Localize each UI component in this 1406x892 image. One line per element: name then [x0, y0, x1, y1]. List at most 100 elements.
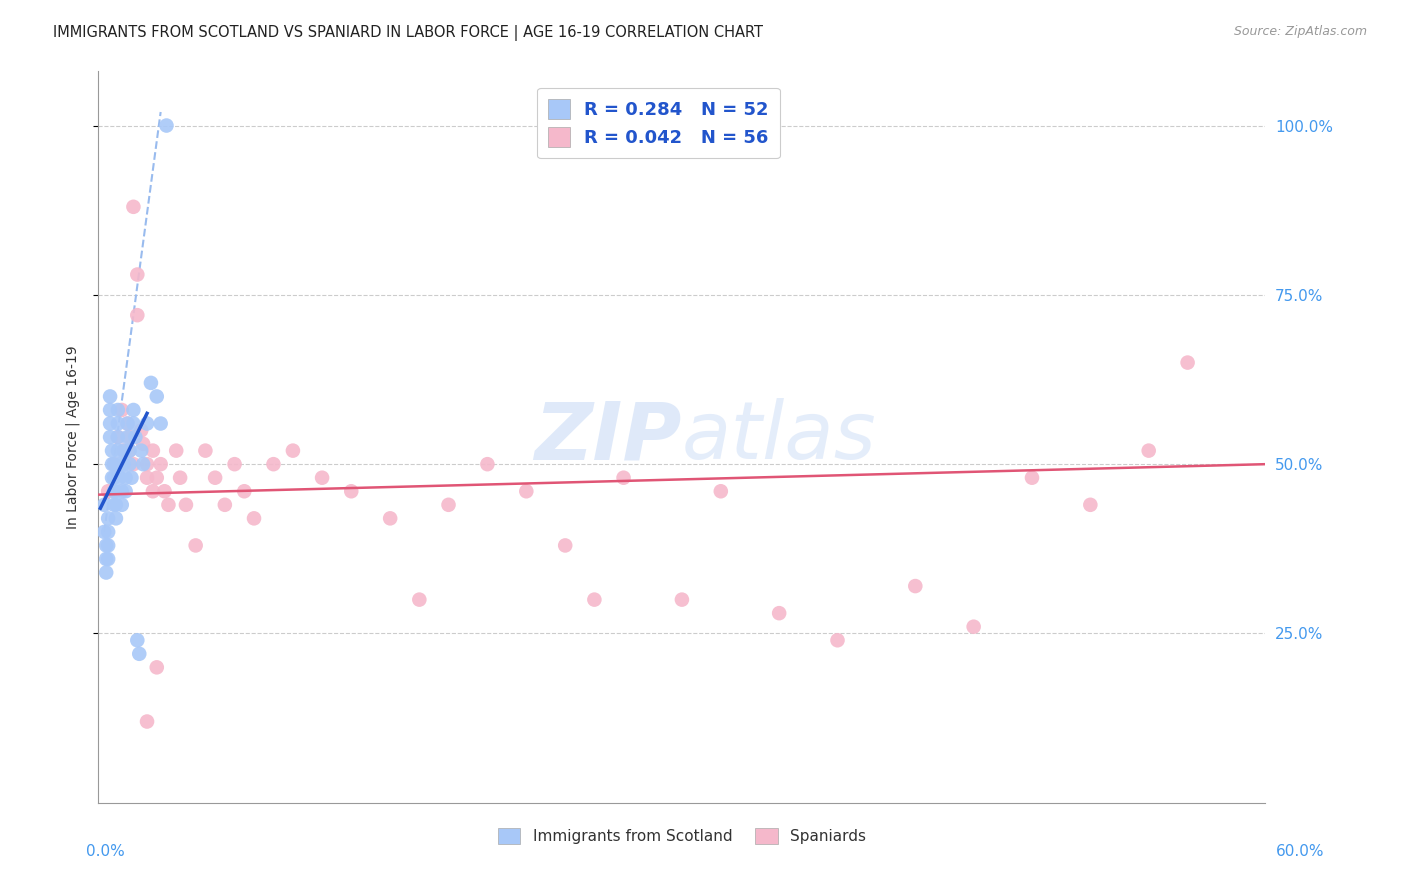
Point	[103, 457, 125, 471]
Point	[437, 498, 460, 512]
Point	[146, 660, 169, 674]
Point	[93, 524, 115, 539]
Point	[97, 511, 120, 525]
Point	[111, 498, 134, 512]
Point	[262, 457, 284, 471]
Legend: Immigrants from Scotland, Spaniards: Immigrants from Scotland, Spaniards	[491, 822, 873, 850]
Point	[112, 457, 135, 471]
Point	[155, 119, 177, 133]
Point	[127, 633, 149, 648]
Text: IMMIGRANTS FROM SCOTLAND VS SPANIARD IN LABOR FORCE | AGE 16-19 CORRELATION CHAR: IMMIGRANTS FROM SCOTLAND VS SPANIARD IN …	[53, 25, 763, 41]
Point	[174, 498, 197, 512]
Point	[112, 443, 135, 458]
Point	[184, 538, 207, 552]
Point	[121, 471, 143, 485]
Point	[671, 592, 693, 607]
Point	[157, 498, 180, 512]
Point	[340, 484, 363, 499]
Point	[127, 268, 149, 282]
Text: 60.0%: 60.0%	[1277, 845, 1324, 859]
Point	[149, 457, 172, 471]
Point	[204, 471, 226, 485]
Point	[515, 484, 537, 499]
Point	[124, 430, 146, 444]
Point	[97, 538, 120, 552]
Point	[243, 511, 266, 525]
Point	[101, 471, 124, 485]
Y-axis label: In Labor Force | Age 16-19: In Labor Force | Age 16-19	[66, 345, 80, 529]
Point	[554, 538, 576, 552]
Text: atlas: atlas	[682, 398, 877, 476]
Point	[380, 511, 402, 525]
Point	[107, 430, 129, 444]
Point	[224, 457, 246, 471]
Point	[146, 389, 169, 403]
Point	[118, 457, 141, 471]
Point	[96, 552, 118, 566]
Point	[1021, 471, 1043, 485]
Point	[136, 457, 159, 471]
Point	[129, 423, 152, 437]
Point	[583, 592, 606, 607]
Point	[1080, 498, 1102, 512]
Point	[142, 484, 165, 499]
Point	[117, 417, 139, 431]
Point	[112, 443, 135, 458]
Point	[101, 443, 124, 458]
Point	[114, 484, 136, 499]
Point	[98, 403, 121, 417]
Text: Source: ZipAtlas.com: Source: ZipAtlas.com	[1233, 25, 1367, 38]
Point	[1137, 443, 1160, 458]
Point	[142, 443, 165, 458]
Point	[136, 471, 159, 485]
Point	[127, 308, 149, 322]
Point	[136, 417, 159, 431]
Point	[613, 471, 636, 485]
Point	[108, 457, 131, 471]
Point	[114, 471, 136, 485]
Point	[311, 471, 333, 485]
Point	[97, 552, 120, 566]
Point	[477, 457, 499, 471]
Point	[122, 403, 145, 417]
Point	[129, 443, 152, 458]
Point	[118, 443, 141, 458]
Point	[104, 498, 127, 512]
Point	[118, 430, 141, 444]
Point	[118, 443, 141, 458]
Point	[103, 498, 125, 512]
Point	[107, 430, 129, 444]
Point	[103, 471, 125, 485]
Point	[169, 471, 191, 485]
Point	[827, 633, 849, 648]
Point	[97, 524, 120, 539]
Point	[214, 498, 236, 512]
Point	[97, 484, 120, 499]
Point	[98, 430, 121, 444]
Point	[96, 566, 118, 580]
Point	[408, 592, 430, 607]
Point	[108, 471, 131, 485]
Point	[149, 417, 172, 431]
Point	[107, 443, 129, 458]
Point	[139, 376, 162, 390]
Point	[153, 484, 176, 499]
Point	[136, 714, 159, 729]
Point	[103, 484, 125, 499]
Point	[128, 647, 150, 661]
Point	[111, 484, 134, 499]
Point	[111, 403, 134, 417]
Point	[165, 443, 187, 458]
Point	[93, 498, 115, 512]
Point	[98, 389, 121, 403]
Point	[107, 417, 129, 431]
Point	[146, 471, 169, 485]
Point	[710, 484, 733, 499]
Point	[962, 620, 984, 634]
Point	[122, 457, 145, 471]
Point	[98, 417, 121, 431]
Point	[104, 511, 127, 525]
Point	[117, 417, 139, 431]
Point	[904, 579, 927, 593]
Point	[132, 437, 155, 451]
